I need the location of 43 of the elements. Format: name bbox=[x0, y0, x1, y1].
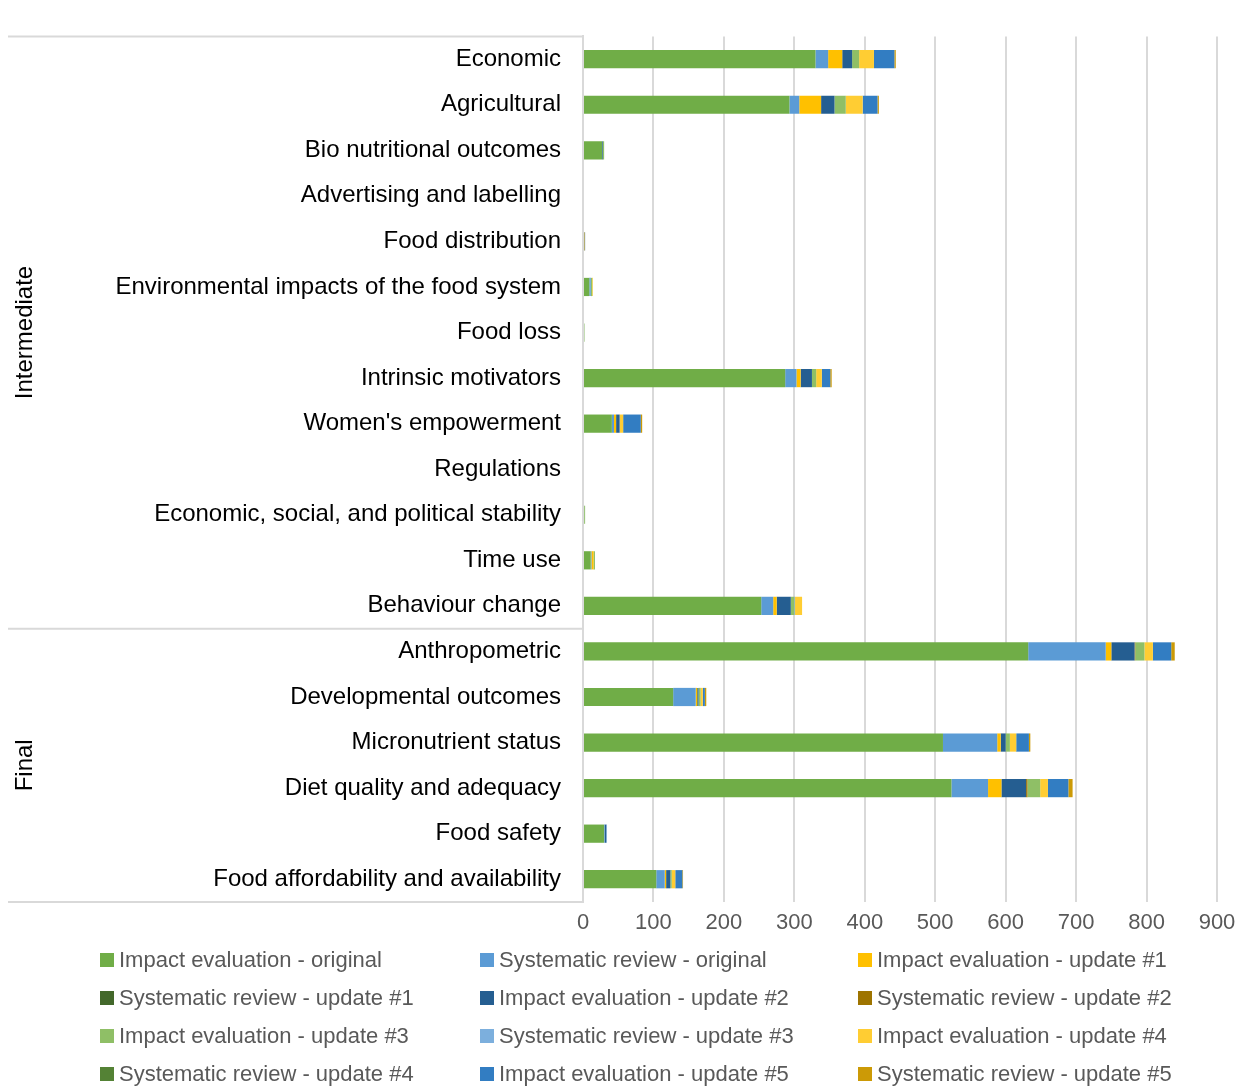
legend-label: Impact evaluation - update #5 bbox=[499, 1061, 789, 1086]
y-tick-label: Diet quality and adequacy bbox=[284, 772, 561, 800]
y-tick-label: Food distribution bbox=[383, 226, 561, 254]
x-tick-label: 800 bbox=[1128, 909, 1165, 935]
x-tick-label: 600 bbox=[987, 909, 1025, 935]
y-tick-label: Time use bbox=[463, 544, 561, 572]
x-tick-label: 500 bbox=[916, 909, 954, 935]
y-tick-label: Food loss bbox=[456, 317, 561, 345]
y-tick-label: Developmental outcomes bbox=[290, 681, 561, 709]
y-tick-label: Anthropometric bbox=[398, 636, 561, 664]
x-tick-label: 400 bbox=[846, 909, 884, 935]
x-tick-label: 900 bbox=[1198, 909, 1236, 935]
y-tick-label: Environmental impacts of the food system bbox=[115, 271, 561, 299]
y-tick-label: Intrinsic motivators bbox=[360, 362, 561, 390]
y-tick-label: Economic bbox=[455, 43, 561, 71]
y-tick-label: Agricultural bbox=[440, 89, 561, 117]
y-tick-label: Bio nutritional outcomes bbox=[304, 134, 561, 162]
legend-label: Impact evaluation - update #3 bbox=[119, 1023, 409, 1049]
y-tick-label: Regulations bbox=[434, 453, 561, 481]
legend-label: Systematic review - update #3 bbox=[499, 1023, 794, 1049]
y-tick-label: Economic, social, and political stability bbox=[154, 499, 561, 527]
y-tick-label: Advertising and labelling bbox=[300, 180, 561, 208]
y-tick-label: Behaviour change bbox=[367, 590, 561, 618]
legend-label: Impact evaluation - update #4 bbox=[877, 1023, 1167, 1049]
y-tick-label: Micronutrient status bbox=[351, 727, 561, 755]
x-tick-label: 200 bbox=[705, 909, 743, 935]
text: Final bbox=[9, 739, 37, 792]
legend-label: Systematic review - update #2 bbox=[877, 985, 1172, 1011]
legend-label: Systematic review - update #4 bbox=[119, 1061, 414, 1086]
y-tick-label: Food safety bbox=[435, 818, 561, 846]
legend-label: Systematic review - original bbox=[499, 947, 767, 973]
legend-label: Impact evaluation - update #1 bbox=[877, 947, 1167, 973]
text: Intermediate bbox=[9, 265, 37, 400]
x-tick-label: 300 bbox=[775, 909, 813, 935]
legend-label: Impact evaluation - update #2 bbox=[499, 985, 789, 1011]
y-tick-label: Food affordability and availability bbox=[213, 863, 561, 891]
x-tick-label: 100 bbox=[635, 909, 672, 935]
legend-label: Systematic review - update #1 bbox=[119, 985, 414, 1011]
y-tick-label: Women's empowerment bbox=[303, 408, 562, 436]
x-tick-label: 0 bbox=[576, 909, 590, 935]
x-tick-label: 700 bbox=[1057, 909, 1095, 935]
legend-label: Systematic review - update #5 bbox=[877, 1061, 1172, 1086]
legend-label: Impact evaluation - original bbox=[119, 947, 382, 973]
